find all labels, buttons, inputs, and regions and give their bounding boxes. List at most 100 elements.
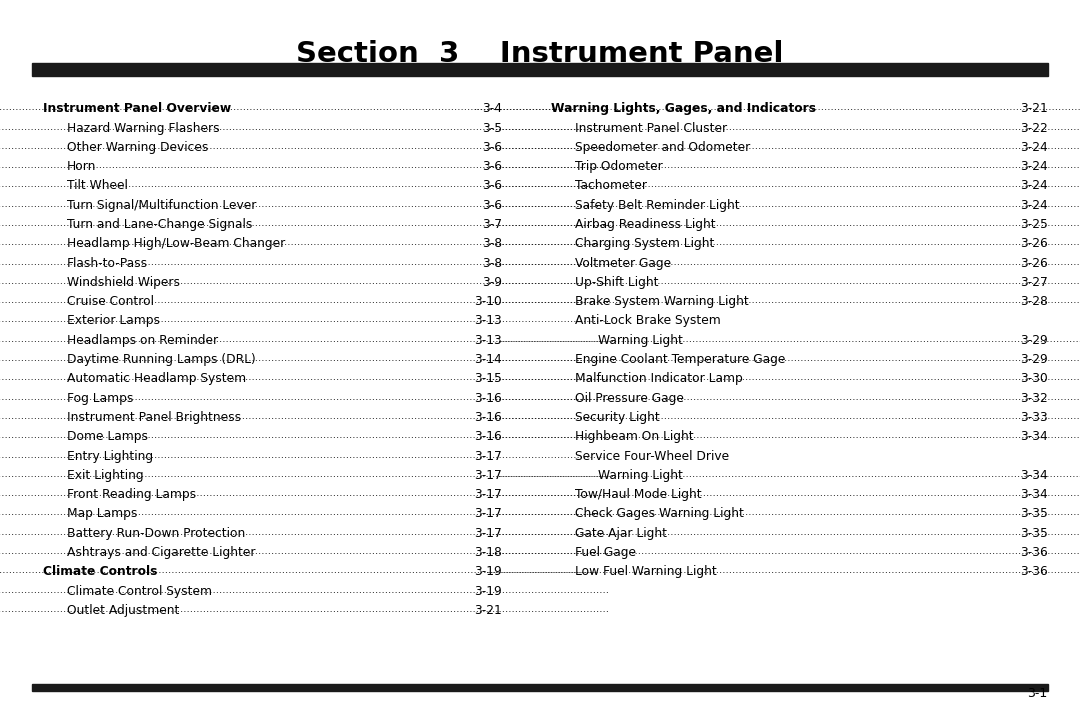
Text: Warning Lights, Gages, and Indicators: Warning Lights, Gages, and Indicators: [551, 102, 815, 115]
Text: 3-19: 3-19: [474, 565, 502, 578]
Text: Climate Controls: Climate Controls: [43, 565, 158, 578]
Text: Automatic Headlamp System: Automatic Headlamp System: [67, 372, 246, 385]
Text: ․․․․․․․․․․․․․․․․․․․․․․․․․․․․․․․․․․․․․․․․․․․․․․․․․․․․․․․․․․․․․․․․․․․․․․․․․․․․․․․․: ․․․․․․․․․․․․․․․․․․․․․․․․․․․․․․․․․․․․․․․․…: [0, 160, 609, 170]
Text: ․․․․․․․․․․․․․․․․․․․․․․․․․․․․․․․․․․․․․․․․․․․․․․․․․․․․․․․․․․․․․․․․․․․․․․․․․․․․․․․․: ․․․․․․․․․․․․․․․․․․․․․․․․․․․․․․․․․․․․․․․․…: [0, 218, 609, 228]
Text: ․․․․․․․․․․․․․․․․․․․․․․․․․․․․․․․․․․․․․․․․․․․․․․․․․․․․․․․․․․․․․․․․․․․․․․․․․․․․․․․․: ․․․․․․․․․․․․․․․․․․․․․․․․․․․․․․․․․․․․․․․․…: [486, 295, 1080, 305]
Text: ․․․․․․․․․․․․․․․․․․․․․․․․․․․․․․․․․․․․․․․․․․․․․․․․․․․․․․․․․․․․․․․․․․․․․․․․․․․․․․․․: ․․․․․․․․․․․․․․․․․․․․․․․․․․․․․․․․․․․․․․․․…: [0, 315, 609, 325]
Text: 3-13: 3-13: [474, 315, 502, 328]
Text: 3-17: 3-17: [474, 488, 502, 501]
Text: 3-1: 3-1: [1027, 687, 1048, 700]
Text: ․․․․․․․․․․․․․․․․․․․․․․․․․․․․․․․․․․․․․․․․․․․․․․․․․․․․․․․․․․․․․․․․․․․․․․․․․․․․․․․․: ․․․․․․․․․․․․․․․․․․․․․․․․․․․․․․․․․․․․․․․․…: [0, 469, 609, 479]
Text: 3-26: 3-26: [1020, 256, 1048, 269]
Text: ․․․․․․․․․․․․․․․․․․․․․․․․․․․․․․․․․․․․․․․․․․․․․․․․․․․․․․․․․․․․․․․․․․․․․․․․․․․․․․․․: ․․․․․․․․․․․․․․․․․․․․․․․․․․․․․․․․․․․․․․․․…: [0, 256, 609, 266]
Text: ․․․․․․․․․․․․․․․․․․․․․․․․․․․․․․․․․․․․․․․․․․․․․․․․․․․․․․․․․․․․․․․․․․․․․․․․․․․․․․․․: ․․․․․․․․․․․․․․․․․․․․․․․․․․․․․․․․․․․․․․․․…: [0, 488, 609, 498]
Text: 3-14: 3-14: [474, 353, 502, 366]
Text: 3-29: 3-29: [1020, 353, 1048, 366]
Text: Warning Light: Warning Light: [598, 334, 684, 347]
Text: 3-6: 3-6: [482, 199, 502, 212]
Text: 3-24: 3-24: [1020, 141, 1048, 154]
Text: Voltmeter Gage: Voltmeter Gage: [575, 256, 671, 269]
Text: Horn: Horn: [67, 160, 96, 173]
Text: 3-16: 3-16: [474, 392, 502, 405]
Text: 3-18: 3-18: [474, 546, 502, 559]
Text: Brake System Warning Light: Brake System Warning Light: [575, 295, 748, 308]
Text: ․․․․․․․․․․․․․․․․․․․․․․․․․․․․․․․․․․․․․․․․․․․․․․․․․․․․․․․․․․․․․․․․․․․․․․․․․․․․․․․․: ․․․․․․․․․․․․․․․․․․․․․․․․․․․․․․․․․․․․․․․․…: [0, 276, 609, 286]
Text: ․․․․․․․․․․․․․․․․․․․․․․․․․․․․․․․․․․․․․․․․․․․․․․․․․․․․․․․․․․․․․․․․․․․․․․․․․․․․․․․․: ․․․․․․․․․․․․․․․․․․․․․․․․․․․․․․․․․․․․․․․․…: [498, 469, 1080, 479]
Text: ․․․․․․․․․․․․․․․․․․․․․․․․․․․․․․․․․․․․․․․․․․․․․․․․․․․․․․․․․․․․․․․․․․․․․․․․․․․․․․․․: ․․․․․․․․․․․․․․․․․․․․․․․․․․․․․․․․․․․․․․․․…: [486, 546, 1080, 556]
Text: Exterior Lamps: Exterior Lamps: [67, 315, 160, 328]
Text: Headlamps on Reminder: Headlamps on Reminder: [67, 334, 218, 347]
Text: Cruise Control: Cruise Control: [67, 295, 154, 308]
Text: 3-10: 3-10: [474, 295, 502, 308]
Text: ․․․․․․․․․․․․․․․․․․․․․․․․․․․․․․․․․․․․․․․․․․․․․․․․․․․․․․․․․․․․․․․․․․․․․․․․․․․․․․․․: ․․․․․․․․․․․․․․․․․․․․․․․․․․․․․․․․․․․․․․․․…: [0, 565, 597, 575]
Text: Low Fuel Warning Light: Low Fuel Warning Light: [575, 565, 716, 578]
Text: 3-7: 3-7: [482, 218, 502, 231]
Text: Section  3    Instrument Panel: Section 3 Instrument Panel: [296, 40, 784, 68]
Text: ․․․․․․․․․․․․․․․․․․․․․․․․․․․․․․․․․․․․․․․․․․․․․․․․․․․․․․․․․․․․․․․․․․․․․․․․․․․․․․․․: ․․․․․․․․․․․․․․․․․․․․․․․․․․․․․․․․․․․․․․․․…: [0, 604, 609, 614]
Text: 3-33: 3-33: [1020, 411, 1048, 424]
Text: 3-28: 3-28: [1020, 295, 1048, 308]
Text: Other Warning Devices: Other Warning Devices: [67, 141, 208, 154]
Text: ․․․․․․․․․․․․․․․․․․․․․․․․․․․․․․․․․․․․․․․․․․․․․․․․․․․․․․․․․․․․․․․․․․․․․․․․․․․․․․․․: ․․․․․․․․․․․․․․․․․․․․․․․․․․․․․․․․․․․․․․․․…: [486, 141, 1080, 150]
Text: 3-27: 3-27: [1020, 276, 1048, 289]
Text: Safety Belt Reminder Light: Safety Belt Reminder Light: [575, 199, 739, 212]
Text: 3-16: 3-16: [474, 411, 502, 424]
Text: 3-21: 3-21: [1020, 102, 1048, 115]
Text: Turn and Lane-Change Signals: Turn and Lane-Change Signals: [67, 218, 253, 231]
Text: 3-30: 3-30: [1020, 372, 1048, 385]
Text: Hazard Warning Flashers: Hazard Warning Flashers: [67, 122, 219, 135]
Text: 3-34: 3-34: [1020, 488, 1048, 501]
Text: Trip Odometer: Trip Odometer: [575, 160, 662, 173]
Text: ․․․․․․․․․․․․․․․․․․․․․․․․․․․․․․․․․․․․․․․․․․․․․․․․․․․․․․․․․․․․․․․․․․․․․․․․․․․․․․․․: ․․․․․․․․․․․․․․․․․․․․․․․․․․․․․․․․․․․․․․․․…: [486, 218, 1080, 228]
Text: Entry Lighting: Entry Lighting: [67, 449, 153, 462]
Bar: [32, 63, 1048, 76]
Text: Fog Lamps: Fog Lamps: [67, 392, 133, 405]
Text: ․․․․․․․․․․․․․․․․․․․․․․․․․․․․․․․․․․․․․․․․․․․․․․․․․․․․․․․․․․․․․․․․․․․․․․․․․․․․․․․․: ․․․․․․․․․․․․․․․․․․․․․․․․․․․․․․․․․․․․․․․․…: [0, 508, 609, 518]
Text: Malfunction Indicator Lamp: Malfunction Indicator Lamp: [575, 372, 742, 385]
Text: Instrument Panel Brightness: Instrument Panel Brightness: [67, 411, 241, 424]
Text: 3-5: 3-5: [482, 122, 502, 135]
Text: 3-15: 3-15: [474, 372, 502, 385]
Text: ․․․․․․․․․․․․․․․․․․․․․․․․․․․․․․․․․․․․․․․․․․․․․․․․․․․․․․․․․․․․․․․․․․․․․․․․․․․․․․․․: ․․․․․․․․․․․․․․․․․․․․․․․․․․․․․․․․․․․․․․․․…: [0, 334, 609, 343]
Text: ․․․․․․․․․․․․․․․․․․․․․․․․․․․․․․․․․․․․․․․․․․․․․․․․․․․․․․․․․․․․․․․․․․․․․․․․․․․․․․․․: ․․․․․․․․․․․․․․․․․․․․․․․․․․․․․․․․․․․․․․․․…: [0, 585, 609, 595]
Text: ․․․․․․․․․․․․․․․․․․․․․․․․․․․․․․․․․․․․․․․․․․․․․․․․․․․․․․․․․․․․․․․․․․․․․․․․․․․․․․․․: ․․․․․․․․․․․․․․․․․․․․․․․․․․․․․․․․․․․․․․․․…: [0, 141, 609, 150]
Text: ․․․․․․․․․․․․․․․․․․․․․․․․․․․․․․․․․․․․․․․․․․․․․․․․․․․․․․․․․․․․․․․․․․․․․․․․․․․․․․․․: ․․․․․․․․․․․․․․․․․․․․․․․․․․․․․․․․․․․․․․․․…: [486, 353, 1080, 363]
Text: ․․․․․․․․․․․․․․․․․․․․․․․․․․․․․․․․․․․․․․․․․․․․․․․․․․․․․․․․․․․․․․․․․․․․․․․․․․․․․․․․: ․․․․․․․․․․․․․․․․․․․․․․․․․․․․․․․․․․․․․․․․…: [486, 122, 1080, 132]
Text: 3-17: 3-17: [474, 469, 502, 482]
Text: ․․․․․․․․․․․․․․․․․․․․․․․․․․․․․․․․․․․․․․․․․․․․․․․․․․․․․․․․․․․․․․․․․․․․․․․․․․․․․․․․: ․․․․․․․․․․․․․․․․․․․․․․․․․․․․․․․․․․․․․․․․…: [0, 527, 609, 536]
Text: Daytime Running Lamps (DRL): Daytime Running Lamps (DRL): [67, 353, 256, 366]
Text: ․․․․․․․․․․․․․․․․․․․․․․․․․․․․․․․․․․․․․․․․․․․․․․․․․․․․․․․․․․․․․․․․․․․․․․․․․․․․․․․․: ․․․․․․․․․․․․․․․․․․․․․․․․․․․․․․․․․․․․․․․․…: [486, 392, 1080, 402]
Text: Highbeam On Light: Highbeam On Light: [575, 431, 693, 444]
Text: Headlamp High/Low-Beam Changer: Headlamp High/Low-Beam Changer: [67, 238, 285, 251]
Text: 3-35: 3-35: [1020, 508, 1048, 521]
Text: ․․․․․․․․․․․․․․․․․․․․․․․․․․․․․․․․․․․․․․․․․․․․․․․․․․․․․․․․․․․․․․․․․․․․․․․․․․․․․․․․: ․․․․․․․․․․․․․․․․․․․․․․․․․․․․․․․․․․․․․․․․…: [0, 431, 609, 440]
Text: ․․․․․․․․․․․․․․․․․․․․․․․․․․․․․․․․․․․․․․․․․․․․․․․․․․․․․․․․․․․․․․․․․․․․․․․․․․․․․․․․: ․․․․․․․․․․․․․․․․․․․․․․․․․․․․․․․․․․․․․․․․…: [0, 199, 609, 209]
Text: 3-24: 3-24: [1020, 160, 1048, 173]
Text: Map Lamps: Map Lamps: [67, 508, 137, 521]
Text: Service Four-Wheel Drive: Service Four-Wheel Drive: [575, 449, 729, 462]
Text: Charging System Light: Charging System Light: [575, 238, 714, 251]
Text: ․․․․․․․․․․․․․․․․․․․․․․․․․․․․․․․․․․․․․․․․․․․․․․․․․․․․․․․․․․․․․․․․․․․․․․․․․․․․․․․․: ․․․․․․․․․․․․․․․․․․․․․․․․․․․․․․․․․․․․․․․․…: [0, 411, 609, 421]
Text: ․․․․․․․․․․․․․․․․․․․․․․․․․․․․․․․․․․․․․․․․․․․․․․․․․․․․․․․․․․․․․․․․․․․․․․․․․․․․․․․․: ․․․․․․․․․․․․․․․․․․․․․․․․․․․․․․․․․․․․․․․․…: [486, 411, 1080, 421]
Text: 3-29: 3-29: [1020, 334, 1048, 347]
Text: ․․․․․․․․․․․․․․․․․․․․․․․․․․․․․․․․․․․․․․․․․․․․․․․․․․․․․․․․․․․․․․․․․․․․․․․․․․․․․․․․: ․․․․․․․․․․․․․․․․․․․․․․․․․․․․․․․․․․․․․․․․…: [0, 546, 609, 556]
Text: Anti-Lock Brake System: Anti-Lock Brake System: [575, 315, 720, 328]
Text: Security Light: Security Light: [575, 411, 659, 424]
Text: Check Gages Warning Light: Check Gages Warning Light: [575, 508, 743, 521]
Text: ․․․․․․․․․․․․․․․․․․․․․․․․․․․․․․․․․․․․․․․․․․․․․․․․․․․․․․․․․․․․․․․․․․․․․․․․․․․․․․․․: ․․․․․․․․․․․․․․․․․․․․․․․․․․․․․․․․․․․․․․․․…: [0, 102, 597, 112]
Text: Speedometer and Odometer: Speedometer and Odometer: [575, 141, 750, 154]
Text: Tilt Wheel: Tilt Wheel: [67, 179, 127, 192]
Text: ․․․․․․․․․․․․․․․․․․․․․․․․․․․․․․․․․․․․․․․․․․․․․․․․․․․․․․․․․․․․․․․․․․․․․․․․․․․․․․․․: ․․․․․․․․․․․․․․․․․․․․․․․․․․․․․․․․․․․․․․․․…: [486, 488, 1080, 498]
Text: 3-34: 3-34: [1020, 469, 1048, 482]
Text: Fuel Gage: Fuel Gage: [575, 546, 635, 559]
Text: ․․․․․․․․․․․․․․․․․․․․․․․․․․․․․․․․․․․․․․․․․․․․․․․․․․․․․․․․․․․․․․․․․․․․․․․․․․․․․․․․: ․․․․․․․․․․․․․․․․․․․․․․․․․․․․․․․․․․․․․․․․…: [474, 102, 1080, 112]
Text: 3-4: 3-4: [482, 102, 502, 115]
Text: Up-Shift Light: Up-Shift Light: [575, 276, 658, 289]
Text: 3-19: 3-19: [474, 585, 502, 598]
Text: Gate Ajar Light: Gate Ajar Light: [575, 527, 666, 540]
Text: 3-9: 3-9: [482, 276, 502, 289]
Text: Oil Pressure Gage: Oil Pressure Gage: [575, 392, 684, 405]
Text: Outlet Adjustment: Outlet Adjustment: [67, 604, 179, 617]
Text: Flash-to-Pass: Flash-to-Pass: [67, 256, 148, 269]
Text: ․․․․․․․․․․․․․․․․․․․․․․․․․․․․․․․․․․․․․․․․․․․․․․․․․․․․․․․․․․․․․․․․․․․․․․․․․․․․․․․․: ․․․․․․․․․․․․․․․․․․․․․․․․․․․․․․․․․․․․․․․․…: [486, 179, 1080, 189]
